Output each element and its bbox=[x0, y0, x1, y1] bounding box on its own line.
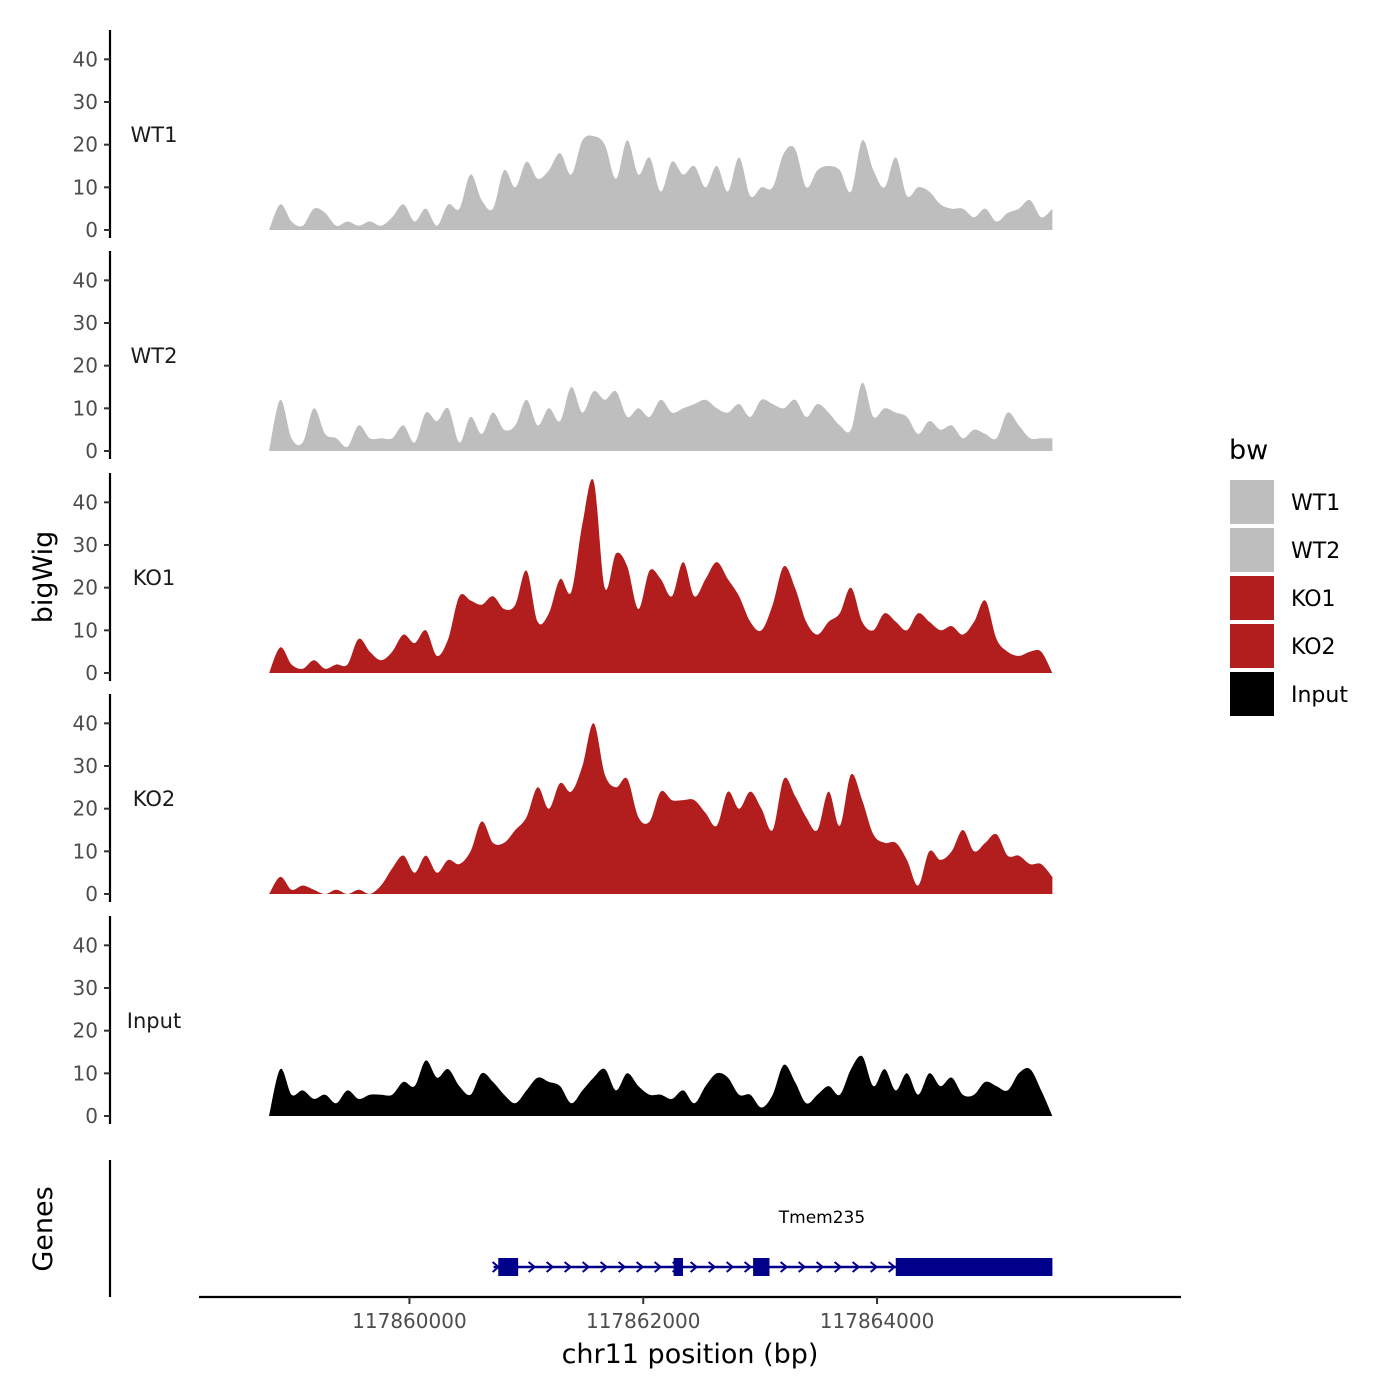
y-axis-title: bigWig bbox=[28, 531, 59, 624]
legend-key-wt2 bbox=[1230, 528, 1274, 572]
y-tick-label: 10 bbox=[73, 396, 98, 420]
y-tick-label: 10 bbox=[73, 1061, 98, 1085]
y-tick-label: 20 bbox=[73, 797, 98, 821]
y-tick-label: 30 bbox=[73, 90, 98, 114]
track-wt1: 0 10 20 30 40 WT1 bbox=[73, 30, 1053, 242]
strand-arrow bbox=[689, 1261, 699, 1273]
legend-title: bw bbox=[1229, 435, 1268, 466]
strand-arrow bbox=[851, 1261, 861, 1273]
y-tick-label: 40 bbox=[73, 268, 98, 292]
strand-arrow bbox=[563, 1261, 573, 1273]
track-wt2: 0 10 20 30 40 WT2 bbox=[73, 251, 1053, 463]
legend: bw WT1 WT2 KO1 KO2 Input bbox=[1229, 435, 1348, 716]
y-tick-label: 40 bbox=[73, 933, 98, 957]
y-tick-label: 0 bbox=[85, 882, 98, 906]
legend-label-wt1: WT1 bbox=[1291, 491, 1340, 516]
y-tick-label: 30 bbox=[73, 754, 98, 778]
track-ko2: 0 10 20 30 40 KO2 bbox=[73, 694, 1053, 906]
strand-arrow bbox=[707, 1261, 717, 1273]
y-tick-label: 40 bbox=[73, 490, 98, 514]
bigwig-tracks: 0 10 20 30 40 WT1 0 10 20 30 40 WT2 0 10 20 30 40 KO1 0 10 2… bbox=[73, 30, 1053, 1128]
track-ko1: 0 10 20 30 40 KO1 bbox=[73, 473, 1053, 685]
gene-tmem235: Tmem235 bbox=[491, 1208, 1053, 1276]
coverage-area-wt2 bbox=[269, 382, 1053, 451]
strand-arrow bbox=[599, 1261, 609, 1273]
strand-arrow bbox=[581, 1261, 591, 1273]
genes-axis-title: Genes bbox=[28, 1186, 59, 1271]
coverage-area-ko2 bbox=[269, 723, 1053, 894]
y-tick-label: 40 bbox=[73, 711, 98, 735]
y-tick-label: 20 bbox=[73, 576, 98, 600]
y-tick-label: 0 bbox=[85, 1104, 98, 1128]
legend-label-wt2: WT2 bbox=[1291, 539, 1340, 564]
y-tick-label: 20 bbox=[73, 1019, 98, 1043]
track-input: 0 10 20 30 40 Input bbox=[73, 916, 1053, 1128]
strand-arrow bbox=[743, 1261, 753, 1273]
gene-exon bbox=[673, 1258, 683, 1276]
track-label-input: Input bbox=[127, 1009, 181, 1033]
track-label-ko1: KO1 bbox=[133, 566, 176, 590]
y-tick-label: 20 bbox=[73, 354, 98, 378]
x-axis: 117860000 117862000 117864000 bbox=[199, 1295, 1181, 1333]
y-tick-label: 20 bbox=[73, 133, 98, 157]
y-tick-label: 10 bbox=[73, 839, 98, 863]
strand-arrow bbox=[869, 1261, 879, 1273]
x-tick-label: 117862000 bbox=[586, 1309, 701, 1333]
strand-arrow bbox=[887, 1261, 897, 1273]
legend-key-ko2 bbox=[1230, 624, 1274, 668]
legend-label-ko1: KO1 bbox=[1291, 587, 1336, 612]
strand-arrow bbox=[635, 1261, 645, 1273]
gene-exon bbox=[753, 1258, 770, 1276]
strand-arrow bbox=[545, 1261, 555, 1273]
track-label-ko2: KO2 bbox=[133, 787, 176, 811]
strand-arrow bbox=[653, 1261, 663, 1273]
legend-label-ko2: KO2 bbox=[1291, 635, 1336, 660]
x-tick-label: 117860000 bbox=[352, 1309, 467, 1333]
strand-arrow bbox=[815, 1261, 825, 1273]
y-tick-label: 40 bbox=[73, 47, 98, 71]
y-tick-label: 0 bbox=[85, 439, 98, 463]
strand-arrow bbox=[527, 1261, 537, 1273]
legend-label-input: Input bbox=[1291, 683, 1348, 708]
legend-key-wt1 bbox=[1230, 480, 1274, 524]
strand-arrow bbox=[617, 1261, 627, 1273]
y-tick-label: 10 bbox=[73, 618, 98, 642]
legend-key-ko1 bbox=[1230, 576, 1274, 620]
legend-key-input bbox=[1230, 672, 1274, 716]
strand-arrow bbox=[779, 1261, 789, 1273]
x-tick-label: 117864000 bbox=[820, 1309, 935, 1333]
genes-panel: Tmem235 bbox=[108, 1160, 1053, 1297]
y-tick-label: 0 bbox=[85, 218, 98, 242]
y-tick-label: 10 bbox=[73, 175, 98, 199]
coverage-area-ko1 bbox=[269, 479, 1053, 673]
gene-exon bbox=[895, 1258, 1053, 1276]
y-tick-label: 0 bbox=[85, 661, 98, 685]
strand-arrow bbox=[833, 1261, 843, 1273]
coverage-area-input bbox=[269, 1055, 1053, 1116]
strand-arrow bbox=[725, 1261, 735, 1273]
y-tick-label: 30 bbox=[73, 311, 98, 335]
x-axis-title: chr11 position (bp) bbox=[562, 1339, 819, 1370]
gene-label: Tmem235 bbox=[778, 1208, 865, 1228]
gene-exon bbox=[498, 1258, 519, 1276]
track-label-wt2: WT2 bbox=[131, 344, 178, 368]
coverage-area-wt1 bbox=[269, 135, 1053, 230]
track-label-wt1: WT1 bbox=[131, 123, 178, 147]
y-tick-label: 30 bbox=[73, 976, 98, 1000]
y-tick-label: 30 bbox=[73, 533, 98, 557]
strand-arrow bbox=[797, 1261, 807, 1273]
